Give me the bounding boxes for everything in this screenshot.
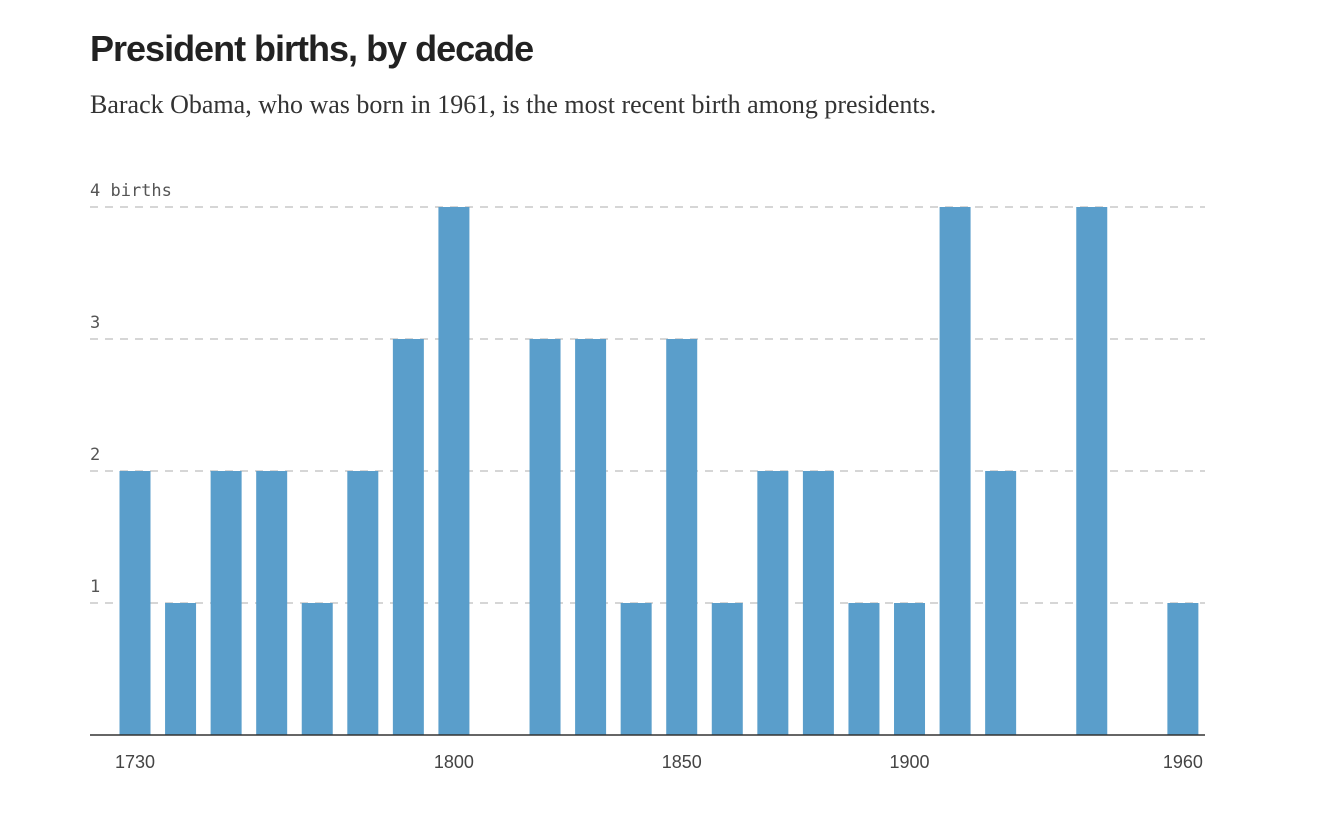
- bar-1880: [802, 471, 834, 735]
- x-tick-label: 1850: [662, 752, 702, 772]
- bar-1940: [1076, 207, 1108, 735]
- bar-1790: [392, 339, 424, 735]
- bar-1830: [575, 339, 607, 735]
- bar-1850: [666, 339, 698, 735]
- bar-1760: [256, 471, 288, 735]
- x-tick-label: 1960: [1163, 752, 1203, 772]
- y-tick-label: 2: [90, 445, 100, 465]
- x-tick-label: 1730: [115, 752, 155, 772]
- bar-1860: [711, 603, 743, 735]
- y-tick-label: 1: [90, 577, 100, 597]
- bar-1750: [210, 471, 242, 735]
- bar-1800: [438, 207, 470, 735]
- bar-1730: [119, 471, 151, 735]
- bar-1820: [529, 339, 561, 735]
- chart-title: President births, by decade: [90, 28, 534, 69]
- bar-1910: [939, 207, 971, 735]
- bar-1900: [894, 603, 926, 735]
- bar-1920: [985, 471, 1017, 735]
- bar-1960: [1167, 603, 1199, 735]
- chart-subtitle: Barack Obama, who was born in 1961, is t…: [90, 90, 937, 119]
- bar-1840: [620, 603, 652, 735]
- bar-1740: [165, 603, 197, 735]
- y-tick-label: 3: [90, 313, 100, 333]
- x-tick-label: 1800: [434, 752, 474, 772]
- bar-1770: [301, 603, 333, 735]
- bar-1890: [848, 603, 880, 735]
- bar-1780: [347, 471, 379, 735]
- y-tick-label: 4 births: [90, 181, 172, 201]
- bar-1870: [757, 471, 789, 735]
- x-tick-label: 1900: [889, 752, 929, 772]
